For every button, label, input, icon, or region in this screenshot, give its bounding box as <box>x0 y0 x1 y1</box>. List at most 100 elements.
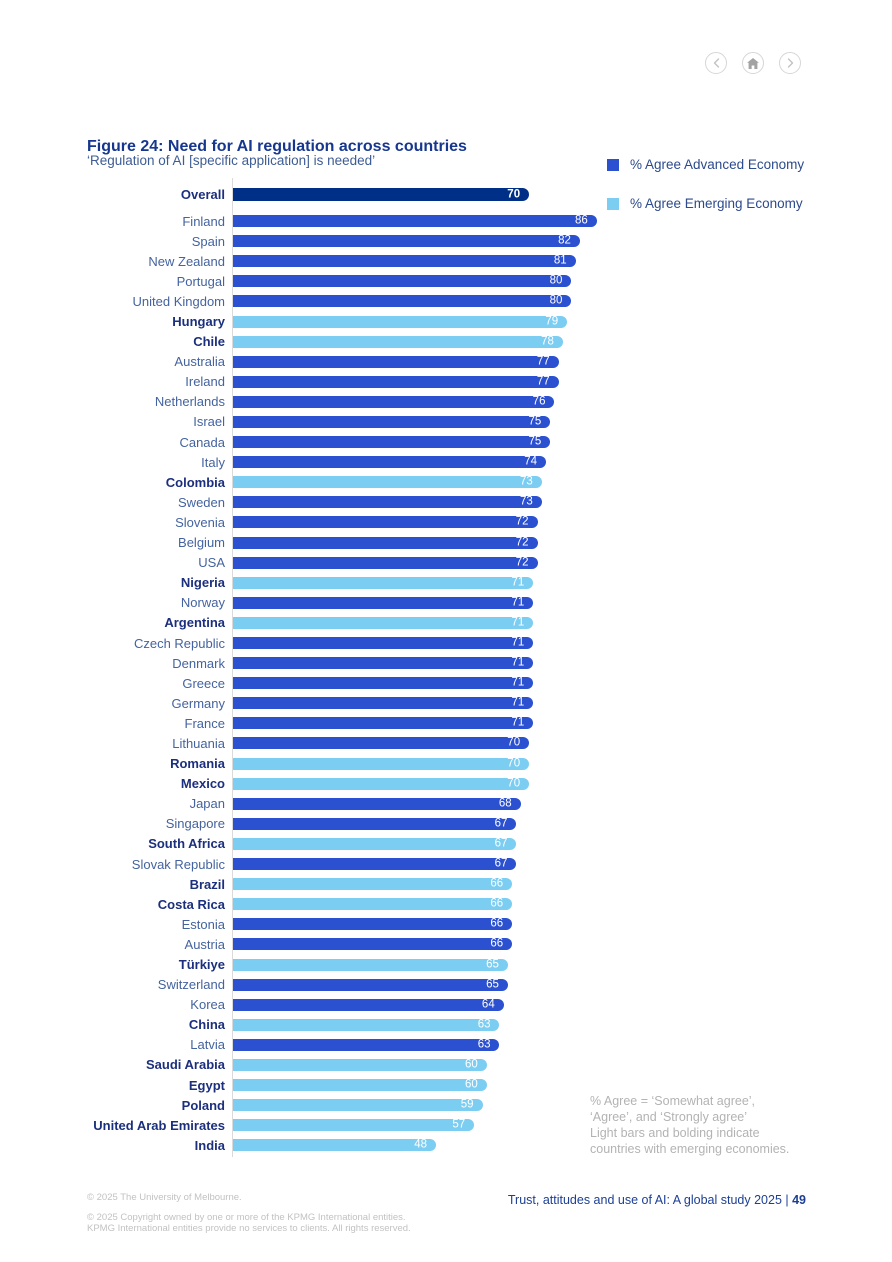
bar-value: 68 <box>498 797 512 810</box>
bar-area: 59 <box>233 1099 892 1112</box>
country-label: Overall <box>180 187 225 202</box>
bar-area: 63 <box>233 1019 892 1031</box>
bar: 66 <box>233 877 513 891</box>
bar: 81 <box>233 255 576 268</box>
bar-area: 77 <box>233 355 892 368</box>
bar: 66 <box>233 918 513 931</box>
next-page-button[interactable] <box>779 52 801 74</box>
bar-value: 75 <box>528 435 542 448</box>
chart-row: Belgium 72 <box>0 533 892 553</box>
bar: 65 <box>233 977 508 991</box>
country-label: Slovenia <box>175 514 225 530</box>
bar-area: 64 <box>233 998 892 1011</box>
footer-copyright-kpmg-line2: KPMG International entities provide no s… <box>87 1222 411 1234</box>
chart-row: Lithuania 70 <box>0 733 892 753</box>
legend-label: % Agree Emerging Economy <box>630 196 803 211</box>
note-line: Light bars and bolding indicate <box>590 1126 760 1140</box>
figure-title: Figure 24: Need for AI regulation across… <box>87 137 467 155</box>
bar-value: 63 <box>477 1038 491 1051</box>
chart-row: Spain 82 <box>0 231 892 251</box>
bar-value: 71 <box>511 696 525 709</box>
bar: 71 <box>233 596 534 609</box>
bar-area: 80 <box>233 294 892 308</box>
bar-area: 65 <box>233 957 892 971</box>
bar-value: 66 <box>490 897 504 910</box>
chart-row: France 71 <box>0 713 892 733</box>
bar-value: 65 <box>486 977 499 990</box>
chart-row: Saudi Arabia 60 <box>0 1055 892 1075</box>
chart-row: Poland 59 <box>0 1095 892 1115</box>
bar: 71 <box>233 696 534 710</box>
bar: 75 <box>233 416 551 428</box>
bar-value: 71 <box>511 716 525 729</box>
chart-row: Norway 71 <box>0 593 892 613</box>
bar-value: 71 <box>511 575 525 588</box>
bar-value: 57 <box>452 1118 466 1131</box>
chart-row: Colombia 73 <box>0 472 892 492</box>
bar: 63 <box>233 1019 500 1031</box>
bar: 71 <box>233 676 534 690</box>
bar-value: 48 <box>414 1138 428 1151</box>
chart-row: Austria 66 <box>0 934 892 954</box>
chart-row: Egypt 60 <box>0 1075 892 1095</box>
legend-item: % Agree Advanced Economy <box>607 157 804 172</box>
bar-value: 70 <box>507 756 521 769</box>
country-label: Romania <box>170 756 225 772</box>
bar: 77 <box>233 355 559 368</box>
country-label: Germany <box>171 695 225 711</box>
bar-area: 71 <box>233 696 892 710</box>
bar-area: 66 <box>233 877 892 891</box>
bar-value: 65 <box>486 957 499 970</box>
country-label: Denmark <box>172 655 225 671</box>
country-label: Brazil <box>189 876 225 892</box>
country-label: India <box>194 1137 225 1153</box>
bar: 48 <box>233 1138 437 1152</box>
bar-value: 60 <box>465 1058 478 1071</box>
country-label: Poland <box>181 1097 225 1113</box>
bar: 67 <box>233 858 517 871</box>
bar-area: 67 <box>233 818 892 830</box>
bar-value: 73 <box>519 495 533 508</box>
legend-item: % Agree Emerging Economy <box>607 196 804 211</box>
chart-row: Netherlands 76 <box>0 392 892 412</box>
bar-area: 72 <box>233 515 892 529</box>
bar-area: 73 <box>233 476 892 489</box>
bar-value: 80 <box>549 294 563 307</box>
bar-area: 67 <box>233 858 892 871</box>
chevron-right-icon <box>787 58 793 68</box>
bar: 70 <box>233 756 530 770</box>
legend-label: % Agree Advanced Economy <box>630 157 805 172</box>
bar: 80 <box>233 275 572 288</box>
bar-value: 72 <box>515 515 529 528</box>
bar-value: 71 <box>511 596 525 609</box>
chart-row: United Arab Emirates 57 <box>0 1115 892 1135</box>
bar: 86 <box>233 214 597 228</box>
bar-area: 73 <box>233 495 892 509</box>
home-button[interactable] <box>742 52 764 74</box>
bar: 74 <box>233 456 547 469</box>
bar-area: 60 <box>233 1059 892 1071</box>
note-line: countries with emerging economies. <box>590 1142 790 1156</box>
bar: 63 <box>233 1038 500 1051</box>
bar-area: 78 <box>233 335 892 348</box>
chart-row: Korea 64 <box>0 995 892 1015</box>
bar-area: 80 <box>233 275 892 288</box>
chart-row: Germany 71 <box>0 693 892 713</box>
chart-row: Brazil 66 <box>0 874 892 894</box>
bar: 79 <box>233 315 568 328</box>
country-label: France <box>184 715 225 731</box>
bar: 68 <box>233 798 521 810</box>
home-icon <box>747 57 759 69</box>
country-label: Sweden <box>178 494 225 510</box>
chart-row: Italy 74 <box>0 452 892 472</box>
bar: 70 <box>233 188 530 201</box>
prev-page-button[interactable] <box>705 52 727 74</box>
chart-row: Overall 70 <box>0 184 892 205</box>
country-label: Costa Rica <box>157 896 225 912</box>
country-label: Singapore <box>165 816 225 832</box>
legend: % Agree Advanced Economy % Agree Emergin… <box>607 157 804 211</box>
page-number: 49 <box>792 1193 806 1207</box>
bar-value: 71 <box>511 676 525 689</box>
bar-value: 86 <box>574 214 588 227</box>
bar-value: 66 <box>490 877 504 890</box>
